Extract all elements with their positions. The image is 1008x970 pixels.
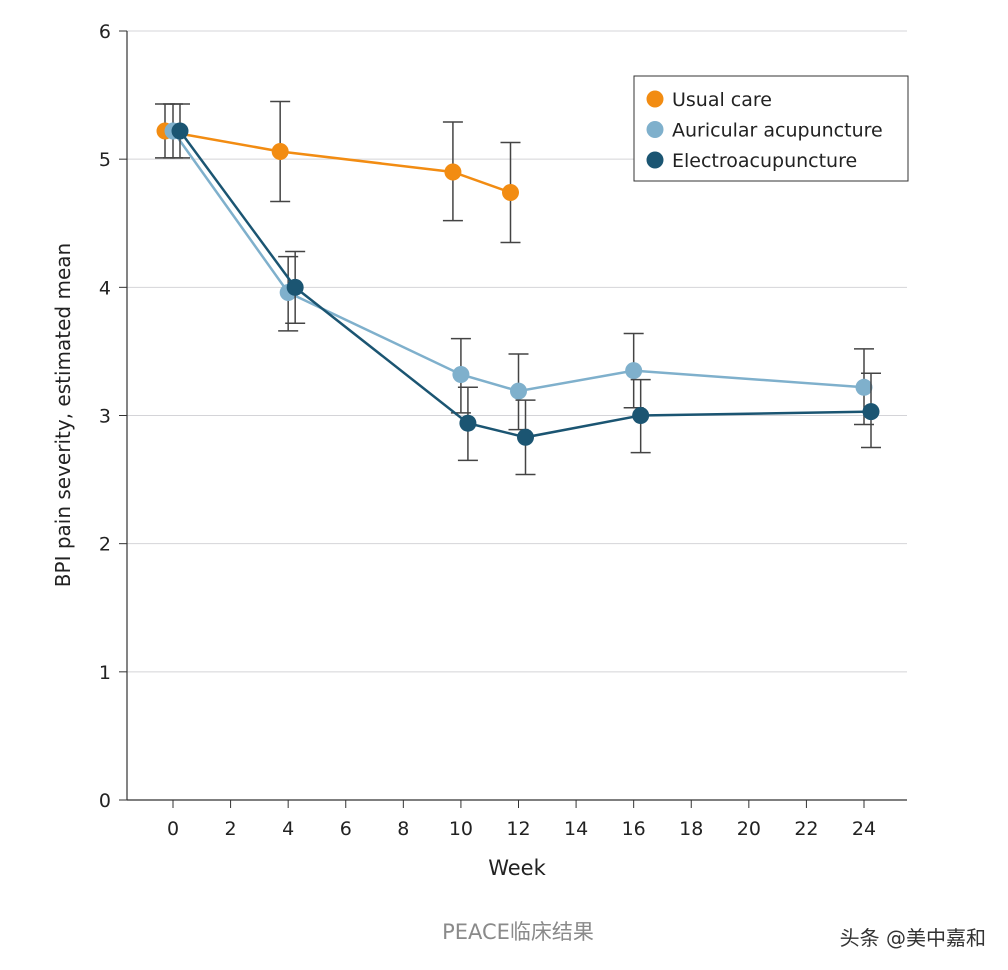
series-line (178, 130, 872, 439)
data-point (444, 163, 462, 181)
legend-marker (646, 151, 664, 169)
x-tick-label: 20 (737, 818, 761, 840)
y-tick-label: 5 (99, 149, 111, 171)
series-electroacupuncture (170, 103, 881, 476)
legend-marker (646, 90, 664, 108)
y-tick-label: 1 (99, 662, 111, 684)
legend: Usual care Auricular acupuncture Electroac… (633, 75, 909, 182)
series-line (171, 130, 865, 393)
gridlines (127, 30, 907, 673)
x-tick-label: 14 (564, 818, 588, 840)
y-axis-label: BPI pain severity, estimated mean (51, 243, 75, 587)
series-line (164, 129, 511, 194)
x-tick-label: 8 (397, 818, 409, 840)
x-tick-label: 0 (167, 818, 179, 840)
x-tick-label: 10 (449, 818, 473, 840)
data-point (452, 365, 470, 383)
data-point (502, 183, 519, 201)
legend-marker (646, 121, 664, 138)
x-tick-label: 24 (852, 818, 876, 840)
data-point (517, 428, 534, 446)
legend-item: Usual care (646, 89, 772, 111)
legend-item: Auricular acupuncture (646, 120, 883, 142)
data-point (862, 403, 880, 421)
legend-label: Usual care (672, 89, 772, 111)
y-tick-label: 6 (99, 21, 111, 43)
data-point (632, 407, 650, 424)
legend-label: Electroacupuncture (672, 150, 857, 172)
y-tick-label: 0 (99, 790, 111, 812)
x-tick-label: 22 (794, 818, 818, 840)
data-point (286, 278, 304, 296)
x-tick-label: 12 (506, 818, 530, 840)
legend-box (633, 75, 909, 182)
x-axis-label: Week (488, 856, 546, 880)
caption: PEACE临床结果 (442, 920, 594, 944)
data-point (171, 122, 189, 140)
y-tick-label: 4 (99, 277, 111, 299)
data-point (625, 362, 643, 380)
data-point (271, 142, 289, 160)
watermark: 头条 @美中嘉和 (839, 926, 986, 950)
data-point (855, 378, 873, 396)
legend-item: Electroacupuncture (646, 150, 857, 172)
x-tick-label: 4 (282, 818, 294, 840)
x-tick-label: 18 (679, 818, 703, 840)
y-tick-label: 2 (99, 534, 111, 556)
series-group (155, 100, 881, 476)
y-tick-label: 3 (99, 406, 111, 428)
data-point (510, 382, 527, 400)
x-tick-label: 6 (340, 818, 352, 840)
x-tick-label: 2 (225, 818, 237, 840)
data-point (459, 414, 477, 432)
legend-label: Auricular acupuncture (672, 120, 883, 142)
x-tick-label: 16 (622, 818, 646, 840)
